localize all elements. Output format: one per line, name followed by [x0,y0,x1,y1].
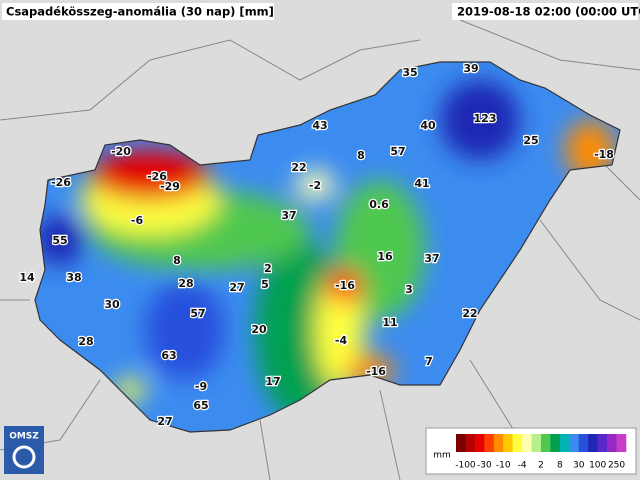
legend-swatch [503,434,513,452]
station-value: 8 [173,254,181,267]
station-value: 57 [390,145,405,158]
legend-swatch [456,434,466,452]
station-value: -20 [111,145,131,158]
legend-unit: mm [433,451,451,461]
station-value: -16 [335,279,355,292]
station-value: 27 [229,281,244,294]
legend-swatch [484,434,495,452]
legend-swatch [522,434,532,452]
station-value: 3 [405,283,413,296]
station-value: 123 [474,112,497,125]
station-value: 28 [78,335,93,348]
legend-label: 2 [538,461,544,471]
station-value: -2 [309,179,321,192]
station-value: -16 [366,365,386,378]
legend-swatch [493,434,504,452]
station-value: 25 [523,134,538,147]
station-value: 41 [414,177,429,190]
station-value: 14 [19,271,35,284]
legend-swatch [559,434,570,452]
timestamp-box [452,3,638,20]
legend-swatch [550,434,561,452]
legend-swatch [588,434,598,452]
station-value: -9 [195,380,207,393]
legend-swatch [512,434,523,452]
station-value: 8 [357,149,365,162]
station-value: 22 [291,161,306,174]
station-value: 63 [161,349,176,362]
station-value: 37 [281,209,296,222]
station-value: -18 [594,148,614,161]
legend-label: -10 [496,461,511,471]
title: Csapadékösszeg-anomália (30 nap) [mm] [6,5,274,19]
legend-swatch [531,434,542,452]
station-value: 35 [402,66,417,79]
station-value: 57 [190,307,205,320]
legend-label: 100 [589,461,606,471]
station-value: 55 [52,234,67,247]
legend-swatch [578,434,589,452]
station-value: 38 [66,271,81,284]
borders [0,19,640,480]
legend-label: 30 [573,461,585,471]
station-value: -29 [160,180,180,193]
legend-swatch [569,434,580,452]
station-value: 27 [157,415,172,428]
station-value: 43 [312,119,327,132]
station-value: 37 [424,252,439,265]
station-value: 2 [264,262,272,275]
legend-swatch [607,434,617,452]
station-value: 17 [265,375,280,388]
station-value: 7 [425,355,433,368]
station-value: 28 [178,277,193,290]
legend-swatch [465,434,476,452]
station-value: 0.6 [369,198,389,211]
timestamp: 2019-08-18 02:00 (00:00 UTC) [457,5,640,19]
station-value: 11 [382,316,397,329]
station-value: -26 [51,176,71,189]
logo-icon [12,445,36,469]
legend-label: 250 [608,461,625,471]
legend-label: -100 [455,461,476,471]
legend-label: -4 [518,461,527,471]
station-value: 5 [261,278,269,291]
legend-swatch [597,434,608,452]
legend: -100 -30 -10 -4 2 8 30 100 250 [455,434,627,471]
station-value: 30 [104,298,120,311]
station-value: -26 [147,170,167,183]
legend-label: -30 [477,461,492,471]
station-value: -4 [335,334,348,347]
title-box [2,3,274,20]
legend-label: 8 [557,461,563,471]
station-value: 22 [462,307,477,320]
station-value: 16 [377,250,393,263]
station-value: 39 [463,62,478,75]
logo-text: OMSZ [9,432,39,442]
legend-swatch [474,434,485,452]
legend-swatch [616,434,627,452]
station-value: 40 [420,119,436,132]
station-value: 20 [251,323,267,336]
station-value: -6 [131,214,144,227]
station-value: 65 [193,399,208,412]
legend-swatch [541,434,551,452]
